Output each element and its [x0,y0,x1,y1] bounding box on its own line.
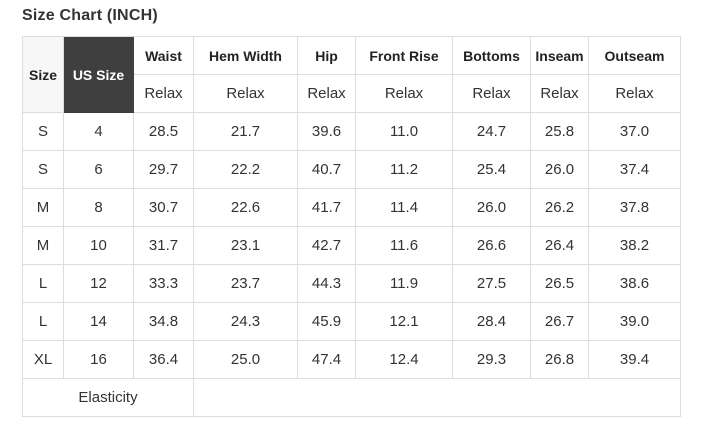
size-cell: M [23,189,64,227]
hip-cell: 45.9 [298,303,356,341]
header-row-measures: Size US Size Waist Hem Width Hip Front R… [23,37,681,113]
us-size-cell: 12 [64,265,134,303]
inseam-cell: 26.7 [531,303,589,341]
bottoms-cell: 26.0 [453,189,531,227]
bottoms-column-header: Bottoms [453,37,531,75]
fit-cell: Relax [453,75,531,113]
inseam-column-header: Inseam [531,37,589,75]
outseam-cell: 39.4 [589,341,681,379]
front-rise-cell: 11.6 [356,227,453,265]
page-title: Size Chart (INCH) [22,7,158,24]
hip-cell: 47.4 [298,341,356,379]
front-rise-cell: 11.4 [356,189,453,227]
bottoms-cell: 25.4 [453,151,531,189]
fit-cell: Relax [589,75,681,113]
us-size-column-header: US Size [64,37,134,113]
size-cell: S [23,113,64,151]
bottoms-cell: 29.3 [453,341,531,379]
table-row: L 12 33.3 23.7 44.3 11.9 27.5 26.5 38.6 [23,265,681,303]
us-size-cell: 8 [64,189,134,227]
hip-cell: 44.3 [298,265,356,303]
table-row: S 6 29.7 22.2 40.7 11.2 25.4 26.0 37.4 [23,151,681,189]
fit-cell: Relax [194,75,298,113]
hem-width-cell: 23.1 [194,227,298,265]
size-cell: XL [23,341,64,379]
size-cell: L [23,303,64,341]
inseam-cell: 26.2 [531,189,589,227]
us-size-cell: 10 [64,227,134,265]
front-rise-cell: 12.1 [356,303,453,341]
table-row: S 4 28.5 21.7 39.6 11.0 24.7 25.8 37.0 [23,113,681,151]
size-cell: S [23,151,64,189]
bottoms-cell: 28.4 [453,303,531,341]
front-rise-cell: 11.2 [356,151,453,189]
inseam-cell: 26.4 [531,227,589,265]
hem-width-cell: 22.6 [194,189,298,227]
outseam-cell: 37.8 [589,189,681,227]
size-cell: L [23,265,64,303]
size-column-header: Size [23,37,64,113]
us-size-cell: 4 [64,113,134,151]
hip-cell: 41.7 [298,189,356,227]
hip-cell: 40.7 [298,151,356,189]
waist-cell: 33.3 [134,265,194,303]
fit-cell: Relax [531,75,589,113]
inseam-cell: 26.5 [531,265,589,303]
bottoms-cell: 24.7 [453,113,531,151]
elasticity-label-cell: Elasticity [23,379,194,417]
waist-cell: 29.7 [134,151,194,189]
table-row: L 14 34.8 24.3 45.9 12.1 28.4 26.7 39.0 [23,303,681,341]
waist-cell: 34.8 [134,303,194,341]
fit-cell: Relax [356,75,453,113]
size-cell: M [23,227,64,265]
header-row-fit: Relax Relax Relax Relax Relax Relax Rela… [23,75,681,113]
outseam-cell: 39.0 [589,303,681,341]
waist-cell: 36.4 [134,341,194,379]
waist-cell: 31.7 [134,227,194,265]
size-chart-table: Size US Size Waist Hem Width Hip Front R… [22,36,681,417]
inseam-cell: 25.8 [531,113,589,151]
front-rise-column-header: Front Rise [356,37,453,75]
us-size-cell: 14 [64,303,134,341]
hem-width-cell: 22.2 [194,151,298,189]
size-chart-body: S 4 28.5 21.7 39.6 11.0 24.7 25.8 37.0 S 6 29.7 22.2… [23,113,681,379]
waist-cell: 30.7 [134,189,194,227]
bottoms-cell: 26.6 [453,227,531,265]
hip-cell: 42.7 [298,227,356,265]
outseam-cell: 37.4 [589,151,681,189]
outseam-cell: 38.2 [589,227,681,265]
us-size-cell: 16 [64,341,134,379]
hem-width-cell: 21.7 [194,113,298,151]
hip-cell: 39.6 [298,113,356,151]
table-row: M 10 31.7 23.1 42.7 11.6 26.6 26.4 38.2 [23,227,681,265]
outseam-cell: 37.0 [589,113,681,151]
hem-width-cell: 24.3 [194,303,298,341]
elasticity-row: Elasticity [23,379,681,417]
outseam-cell: 38.6 [589,265,681,303]
inseam-cell: 26.0 [531,151,589,189]
front-rise-cell: 11.0 [356,113,453,151]
hem-width-cell: 23.7 [194,265,298,303]
hem-width-cell: 25.0 [194,341,298,379]
front-rise-cell: 12.4 [356,341,453,379]
table-row: XL 16 36.4 25.0 47.4 12.4 29.3 26.8 39.4 [23,341,681,379]
hip-column-header: Hip [298,37,356,75]
waist-cell: 28.5 [134,113,194,151]
us-size-cell: 6 [64,151,134,189]
fit-cell: Relax [298,75,356,113]
outseam-column-header: Outseam [589,37,681,75]
inseam-cell: 26.8 [531,341,589,379]
bottoms-cell: 27.5 [453,265,531,303]
hem-width-column-header: Hem Width [194,37,298,75]
front-rise-cell: 11.9 [356,265,453,303]
elasticity-value-cell [194,379,681,417]
waist-column-header: Waist [134,37,194,75]
table-row: M 8 30.7 22.6 41.7 11.4 26.0 26.2 37.8 [23,189,681,227]
fit-cell: Relax [134,75,194,113]
